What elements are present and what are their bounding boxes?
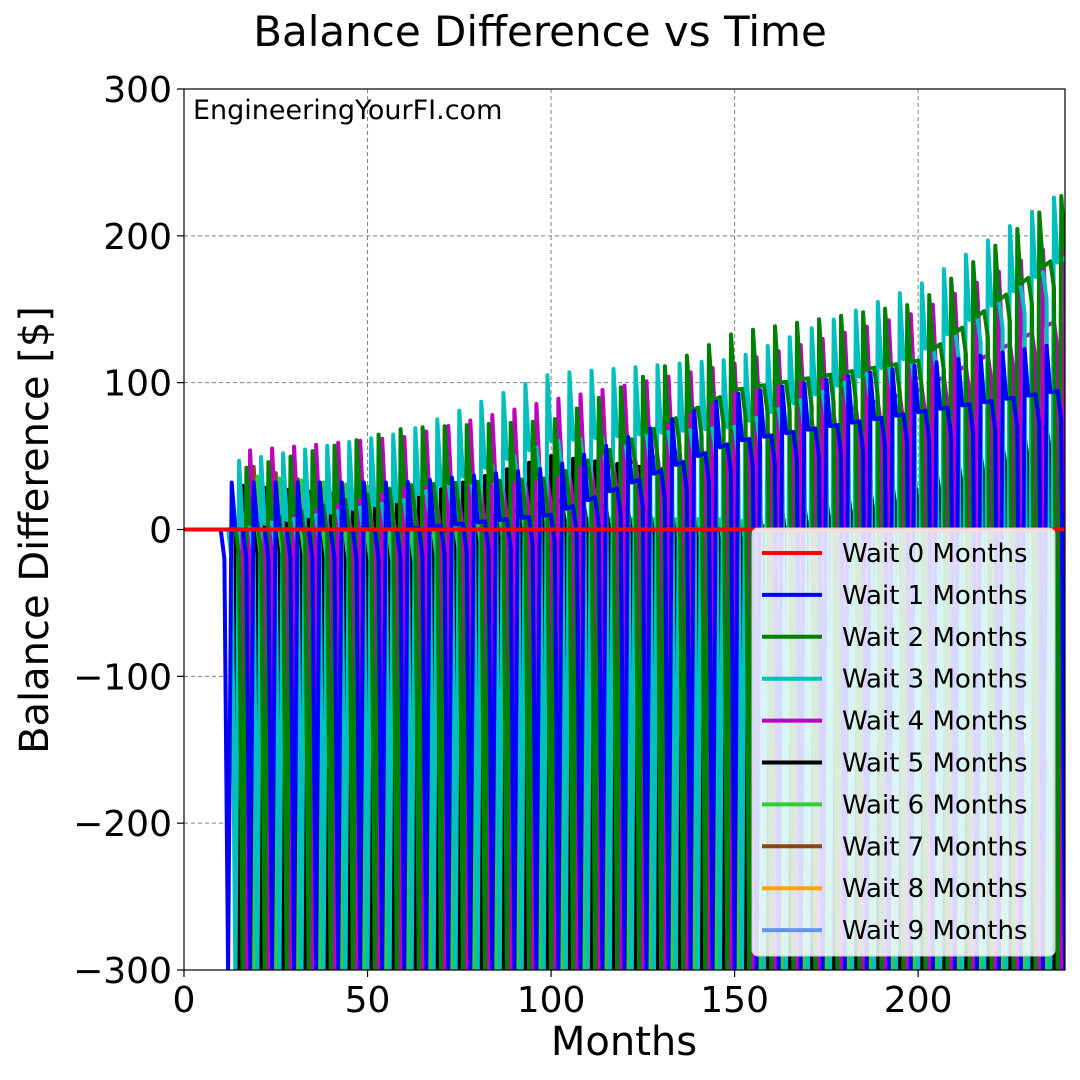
x-axis-ticks: 0 50 100 150 200 xyxy=(173,970,953,1021)
legend-label-wait-2: Wait 2 Months xyxy=(842,623,1028,653)
y-tick-label: −100 xyxy=(73,657,172,698)
legend-label-wait-6: Wait 6 Months xyxy=(842,790,1028,820)
x-tick-label: 0 xyxy=(173,980,196,1021)
y-tick-label: 100 xyxy=(103,364,172,405)
x-tick-label: 100 xyxy=(517,980,586,1021)
x-tick-label: 200 xyxy=(884,980,953,1021)
y-tick-label: −300 xyxy=(73,951,172,992)
legend-label-wait-0: Wait 0 Months xyxy=(842,539,1028,569)
legend-label-wait-4: Wait 4 Months xyxy=(842,707,1028,737)
legend-box xyxy=(751,527,1056,957)
y-tick-label: 200 xyxy=(103,217,172,258)
legend-label-wait-8: Wait 8 Months xyxy=(842,874,1028,904)
chart-title: Balance Difference vs Time xyxy=(253,7,827,56)
series-line-wait-2 xyxy=(184,194,1065,970)
legend-label-wait-5: Wait 5 Months xyxy=(842,749,1028,779)
y-tick-label: −200 xyxy=(73,804,172,845)
legend: Wait 0 Months Wait 1 Months Wait 2 Months W… xyxy=(751,527,1056,957)
y-tick-label: 0 xyxy=(149,511,172,552)
legend-label-wait-7: Wait 7 Months xyxy=(842,832,1028,862)
legend-label-wait-9: Wait 9 Months xyxy=(842,916,1028,946)
x-tick-label: 50 xyxy=(345,980,391,1021)
x-tick-label: 150 xyxy=(700,980,769,1021)
y-axis-label: Balance Difference [$] xyxy=(12,306,58,754)
y-tick-label: 300 xyxy=(103,70,172,111)
y-axis-ticks: −300 −200 −100 0 100 200 300 xyxy=(73,70,184,992)
legend-label-wait-3: Wait 3 Months xyxy=(842,665,1028,695)
legend-label-wait-1: Wait 1 Months xyxy=(842,581,1028,611)
x-axis-label: Months xyxy=(551,1019,697,1065)
watermark-annotation: EngineeringYourFI.com xyxy=(193,95,502,126)
